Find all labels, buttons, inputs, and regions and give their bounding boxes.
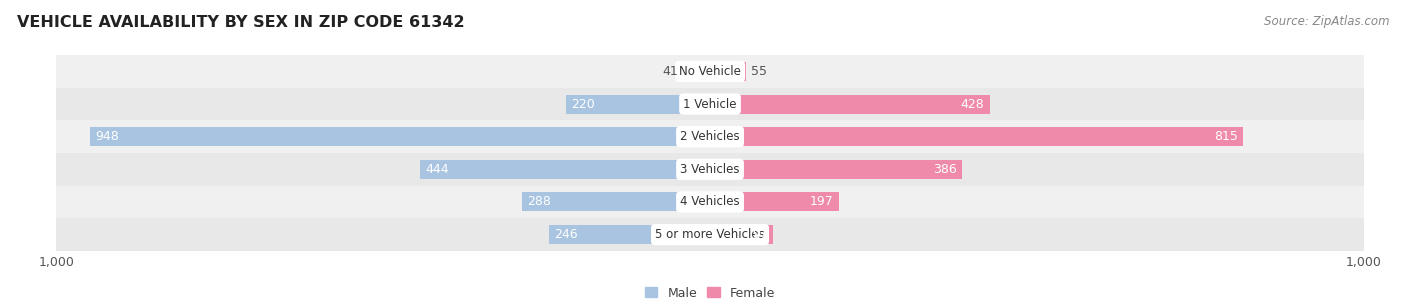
Text: 97: 97 (752, 228, 768, 241)
Text: No Vehicle: No Vehicle (679, 65, 741, 78)
Text: 3 Vehicles: 3 Vehicles (681, 163, 740, 176)
Text: 55: 55 (751, 65, 768, 78)
Text: VEHICLE AVAILABILITY BY SEX IN ZIP CODE 61342: VEHICLE AVAILABILITY BY SEX IN ZIP CODE … (17, 15, 464, 30)
Text: Source: ZipAtlas.com: Source: ZipAtlas.com (1264, 15, 1389, 28)
Text: 815: 815 (1213, 130, 1237, 143)
Text: 444: 444 (425, 163, 449, 176)
Bar (420, 160, 710, 179)
Bar (710, 62, 747, 81)
Bar (56, 153, 1364, 186)
Bar (56, 88, 1364, 120)
Text: 1 Vehicle: 1 Vehicle (683, 98, 737, 110)
Text: 4 Vehicles: 4 Vehicles (681, 196, 740, 208)
Bar (710, 192, 839, 211)
Text: 2 Vehicles: 2 Vehicles (681, 130, 740, 143)
Bar (550, 225, 710, 244)
Text: 220: 220 (571, 98, 595, 110)
Text: 5 or more Vehicles: 5 or more Vehicles (655, 228, 765, 241)
Text: 41: 41 (662, 65, 678, 78)
Bar (710, 127, 1243, 146)
Bar (56, 120, 1364, 153)
Bar (90, 127, 710, 146)
Bar (56, 55, 1364, 88)
Bar (522, 192, 710, 211)
Text: 428: 428 (960, 98, 984, 110)
Bar (710, 95, 990, 114)
Bar (567, 95, 710, 114)
Text: 246: 246 (554, 228, 578, 241)
Legend: Male, Female: Male, Female (645, 286, 775, 300)
Bar (56, 218, 1364, 251)
Bar (710, 160, 962, 179)
Bar (683, 62, 710, 81)
Text: 948: 948 (96, 130, 120, 143)
Text: 197: 197 (810, 196, 834, 208)
Bar (56, 186, 1364, 218)
Text: 386: 386 (934, 163, 957, 176)
Bar (710, 225, 773, 244)
Text: 288: 288 (527, 196, 551, 208)
